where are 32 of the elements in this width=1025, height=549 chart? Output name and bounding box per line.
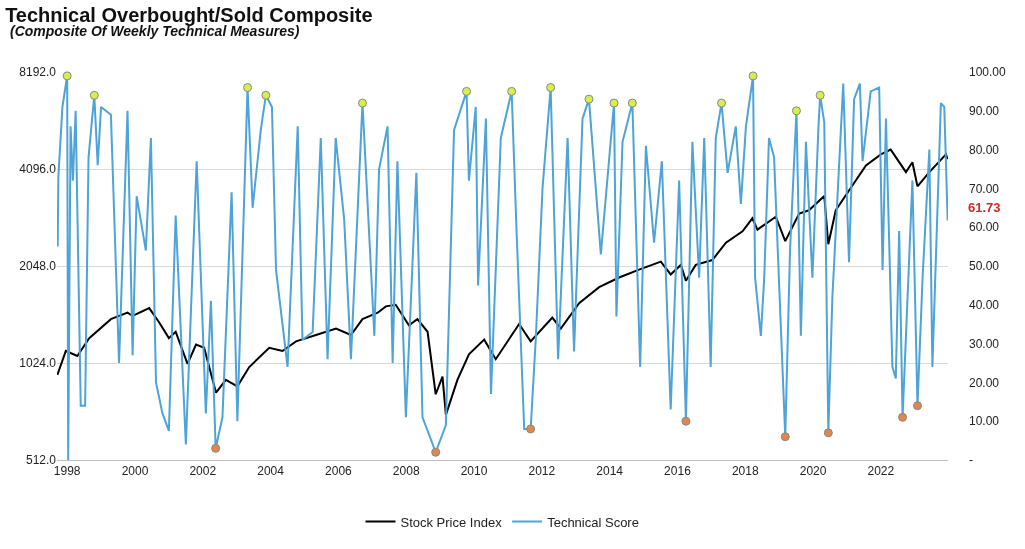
text: 61.73 <box>968 200 1001 215</box>
x-tick-label: 2012 <box>528 464 556 479</box>
x-tick-label: 2010 <box>460 464 488 479</box>
x-tick-label: 1998 <box>53 464 81 479</box>
x-tick-label: 2006 <box>325 464 353 479</box>
y-tick-label: 2048.0 <box>19 259 57 274</box>
y2-tick-label: 80.00 <box>969 142 1000 157</box>
x-tick-label: 2020 <box>799 464 827 479</box>
line-series <box>57 148 948 416</box>
y2-tick-label: - <box>969 453 973 468</box>
x-tick-label: 2016 <box>664 464 692 479</box>
x-tick-label: 2022 <box>867 464 895 479</box>
y2-tick-label: 100.00 <box>969 65 1007 80</box>
y-tick-label: 8192.0 <box>19 65 57 80</box>
x-tick-label: 2018 <box>731 464 759 479</box>
y2-tick-label: 30.00 <box>969 336 1000 351</box>
y2-tick-label: 70.00 <box>969 181 1000 196</box>
y2-tick-label: 40.00 <box>969 298 1000 312</box>
x-tick-label: 2008 <box>392 464 420 479</box>
x-tick-label: 2004 <box>257 464 285 479</box>
y-tick-label: 1024.0 <box>19 356 57 371</box>
y2-tick-label: 60.00 <box>969 220 1000 235</box>
y2-tick-label: 20.00 <box>969 375 1000 390</box>
y2-tick-label: 10.00 <box>969 414 1000 429</box>
x-tick-label: 2002 <box>189 464 217 479</box>
x-tick-label: 2000 <box>121 464 149 479</box>
x-tick-label: 2014 <box>596 464 624 479</box>
y2-tick-label: 50.00 <box>969 259 1000 274</box>
y-tick-label: 4096.0 <box>19 162 57 177</box>
legend-label: Stock Price Index <box>400 514 503 530</box>
legend-label: Technical Score <box>547 514 639 530</box>
y2-tick-label: 90.00 <box>969 104 1000 118</box>
